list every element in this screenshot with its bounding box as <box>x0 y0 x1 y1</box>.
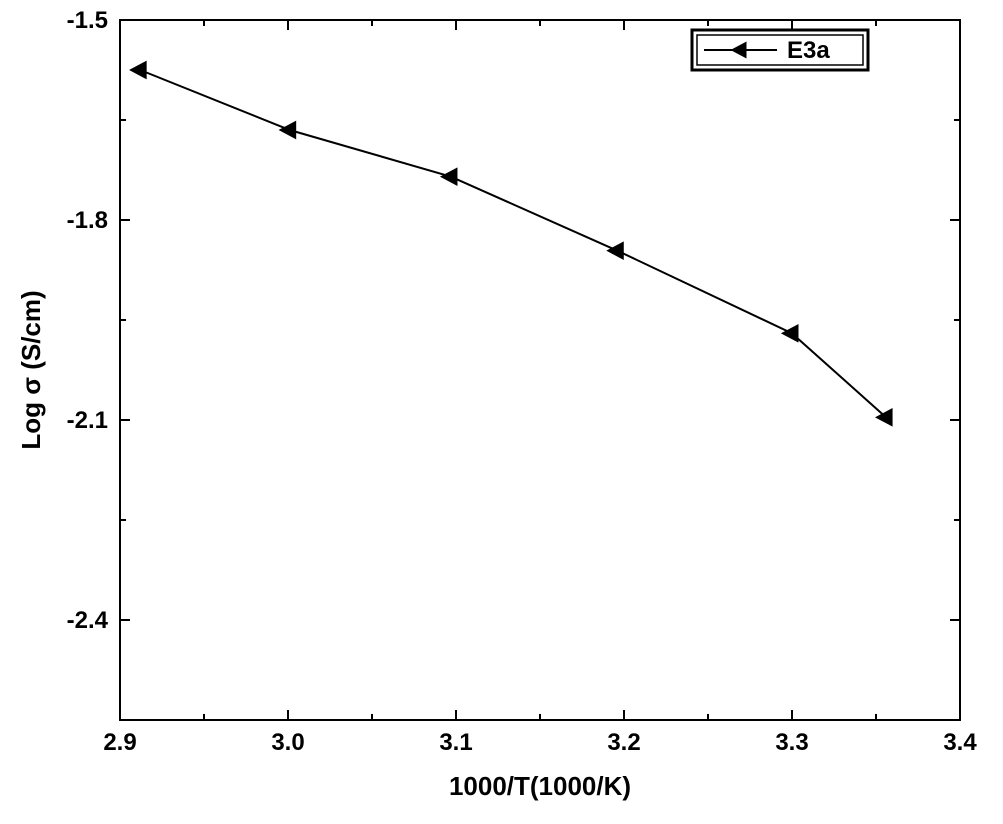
y-tick-label: -1.5 <box>67 7 108 34</box>
x-tick-label: 3.4 <box>943 729 977 756</box>
y-axis-label: Log σ (S/cm) <box>16 290 46 449</box>
y-tick-label: -1.8 <box>67 207 108 234</box>
legend-label: E3a <box>787 37 830 64</box>
x-tick-label: 3.0 <box>271 729 304 756</box>
y-tick-label: -2.4 <box>67 607 109 634</box>
chart-container: 2.9 3.0 3.1 3.2 3.3 3.4 -1.5 -1.8 -2.1 -2.4 1000/T… <box>0 0 1003 824</box>
x-tick-label: 3.3 <box>775 729 808 756</box>
chart-svg: 2.9 3.0 3.1 3.2 3.3 3.4 -1.5 -1.8 -2.1 -2.4 1000/T… <box>0 0 1003 824</box>
y-tick-label: -2.1 <box>67 407 108 434</box>
x-tick-label: 3.2 <box>607 729 640 756</box>
x-tick-label: 2.9 <box>103 729 136 756</box>
x-tick-label: 3.1 <box>439 729 472 756</box>
x-axis-label: 1000/T(1000/K) <box>449 771 631 801</box>
